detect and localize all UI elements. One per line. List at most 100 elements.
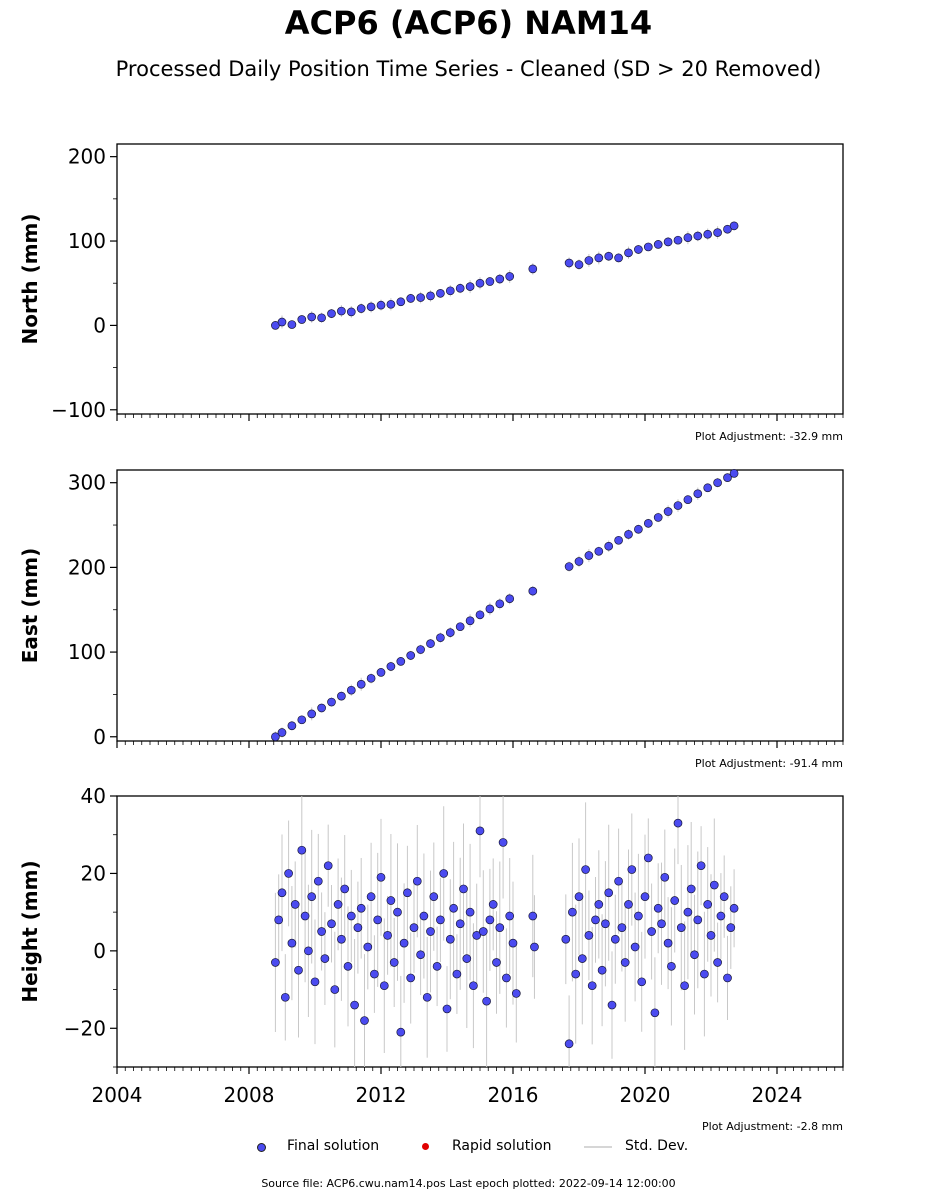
height-data-point	[330, 985, 340, 994]
height-data-point	[317, 927, 326, 936]
height-data-point	[696, 861, 706, 871]
x-tick-label: 2008	[224, 1083, 275, 1107]
height-data-point	[482, 996, 491, 1006]
east-data-point	[624, 530, 633, 539]
east-data-point	[455, 622, 465, 632]
north-y-tick-label: 0	[93, 313, 106, 337]
east-y-axis-label: East (mm)	[18, 548, 42, 664]
height-data-point	[300, 911, 310, 921]
height-data-point	[683, 907, 693, 917]
east-data-point	[683, 495, 693, 504]
north-data-point	[475, 278, 485, 288]
height-data-point	[508, 938, 518, 948]
height-data-point	[676, 923, 686, 932]
north-data-point	[327, 309, 336, 318]
height-data-point	[284, 869, 293, 878]
height-data-point	[498, 838, 508, 847]
east-y-tick-label: 300	[68, 471, 106, 495]
east-data-point	[277, 728, 287, 737]
east-data-point	[574, 557, 584, 566]
north-data-point	[277, 317, 287, 327]
x-tick-label: 2004	[92, 1083, 143, 1107]
height-data-point	[409, 923, 419, 932]
height-data-point	[310, 977, 320, 987]
height-data-point	[383, 931, 392, 940]
height-data-point	[406, 973, 416, 983]
height-plot-adjustment: Plot Adjustment: -2.8 mm	[702, 1120, 843, 1133]
north-data-point	[614, 253, 623, 263]
height-data-point	[403, 888, 412, 898]
north-data-point	[307, 312, 317, 322]
north-data-point	[703, 229, 713, 239]
height-data-point	[271, 958, 280, 967]
height-data-point	[601, 919, 610, 929]
north-data-point	[584, 256, 594, 265]
east-data-point	[643, 519, 653, 528]
height-data-point	[577, 954, 587, 963]
north-data-point	[683, 233, 693, 243]
height-y-tick-label: 40	[81, 784, 106, 808]
height-data-point	[706, 931, 716, 940]
north-data-point	[356, 304, 366, 313]
east-data-point	[505, 594, 515, 604]
height-data-point	[700, 969, 709, 979]
height-data-point	[370, 969, 379, 979]
height-data-point	[713, 958, 722, 967]
north-data-point	[693, 231, 703, 241]
east-data-point	[663, 507, 673, 516]
legend-rapid-label: Rapid solution	[452, 1138, 552, 1154]
east-data-point	[723, 473, 732, 482]
east-data-point	[406, 651, 416, 660]
height-data-point	[445, 934, 455, 944]
east-data-point	[366, 673, 376, 683]
height-data-point	[360, 1016, 369, 1025]
height-data-point	[568, 907, 577, 917]
height-data-point	[386, 896, 396, 905]
height-data-point	[432, 961, 442, 971]
height-data-point	[528, 911, 538, 921]
height-data-point	[561, 934, 571, 944]
height-data-point	[462, 954, 472, 963]
height-data-point	[340, 884, 350, 894]
height-data-point	[297, 845, 307, 855]
height-data-point	[511, 989, 521, 998]
height-data-point	[449, 903, 458, 913]
height-data-point	[373, 915, 383, 925]
north-data-point	[564, 258, 574, 268]
east-data-point	[528, 586, 538, 596]
height-data-point	[673, 818, 683, 828]
north-data-point	[436, 288, 445, 298]
north-data-point	[346, 307, 356, 317]
height-data-point	[459, 884, 468, 894]
height-data-point	[389, 958, 399, 967]
height-data-point	[350, 1000, 359, 1010]
height-data-point	[488, 900, 498, 909]
height-data-point	[643, 853, 653, 863]
north-data-point	[653, 240, 663, 249]
height-data-point	[597, 965, 607, 975]
north-y-tick-label: 100	[68, 229, 106, 253]
north-y-tick-label: 200	[68, 145, 106, 169]
height-data-point	[723, 973, 732, 983]
height-data-point	[472, 931, 482, 940]
legend-final-label: Final solution	[287, 1138, 380, 1154]
height-data-point	[343, 961, 353, 971]
east-data-point	[693, 489, 703, 499]
height-data-point	[663, 938, 673, 948]
north-data-point	[297, 315, 307, 324]
north-data-point	[505, 272, 515, 281]
height-data-point	[719, 892, 729, 902]
north-data-point	[663, 237, 673, 247]
height-data-point	[653, 903, 663, 913]
height-data-point	[442, 1004, 452, 1014]
north-data-point	[376, 300, 386, 310]
east-data-point	[297, 715, 307, 725]
east-data-point	[703, 483, 713, 493]
height-data-point	[604, 888, 614, 898]
height-data-point	[620, 958, 630, 967]
height-data-point	[492, 958, 501, 967]
height-data-point	[363, 942, 373, 952]
height-data-point	[502, 973, 511, 983]
height-data-point	[634, 911, 643, 921]
height-data-point	[353, 923, 363, 932]
